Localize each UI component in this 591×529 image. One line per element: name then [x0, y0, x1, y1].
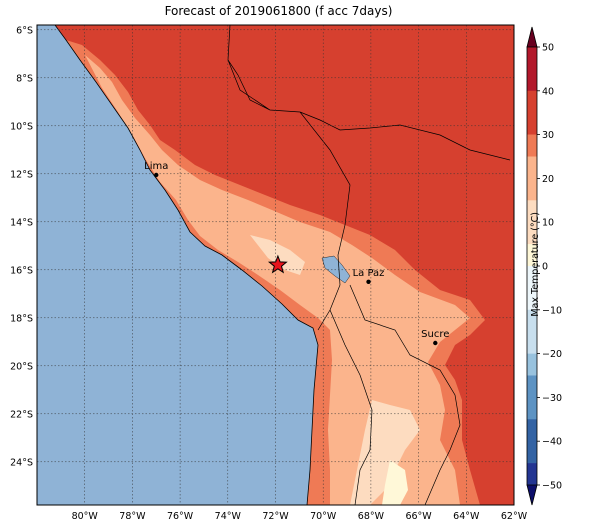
lat-tick-label: 22°S [10, 409, 33, 420]
colorbar-bin [527, 244, 537, 267]
temp-band-0-10 [250, 235, 305, 275]
city-label: Lima [144, 161, 168, 172]
colorbar-bin [527, 309, 537, 332]
colorbar-bin [527, 419, 537, 442]
lat-tick-label: 12°S [10, 169, 33, 180]
colorbar-bin [527, 178, 537, 201]
temp-band-0-10-south [350, 400, 420, 505]
map-panel: Lima La Paz Sucre [37, 25, 514, 505]
lat-tick-label: 16°S [10, 265, 33, 276]
map-title: Forecast of 2019061800 (f acc 7days) [164, 4, 393, 18]
colorbar-tick-label: 10 [542, 218, 554, 229]
coastline [54, 25, 319, 505]
colorbar-ticks: 50 40 30 20 10 0 −10 −20 −30 −40 −50 [537, 43, 562, 492]
colorbar-bin [527, 47, 537, 70]
lat-tick-label: 20°S [10, 361, 33, 372]
cities-layer: Lima La Paz Sucre [144, 161, 449, 346]
colorbar-tick-label: −20 [542, 349, 562, 360]
lon-tick-label: 72°W [262, 511, 289, 522]
colorbar-bin [527, 441, 537, 464]
colorbar-bin [527, 375, 537, 398]
lon-tick-label: 68°W [358, 511, 385, 522]
colorbar-tick-label: 0 [542, 262, 548, 273]
lat-axis: 6°S 8°S 10°S 12°S 14°S 16°S 18°S 20°S 22°S 24°S [10, 25, 33, 468]
lon-tick-label: 66°W [405, 511, 432, 522]
colorbar-bin [527, 222, 537, 245]
colorbar-bin [527, 134, 537, 157]
colorbar-tick-label: −30 [542, 393, 562, 404]
lat-tick-label: 6°S [16, 25, 33, 36]
city-dot [433, 340, 438, 346]
colorbar-tick-label: −50 [542, 481, 562, 492]
temp-band-10-20 [85, 55, 470, 505]
lon-tick-label: 76°W [167, 511, 194, 522]
temp-band-below-0-south [382, 460, 408, 505]
star-marker [267, 254, 288, 274]
country-borders [227, 25, 511, 505]
colorbar-extend-bottom [526, 484, 538, 506]
marker-layer [267, 254, 288, 274]
lake-titicaca [321, 255, 351, 284]
colorbar-tick-label: 50 [542, 43, 554, 54]
lat-tick-label: 18°S [10, 313, 33, 324]
colorbar-bin [527, 68, 537, 92]
lon-tick-label: 78°W [119, 511, 146, 522]
lon-tick-label: 80°W [72, 511, 99, 522]
colorbar-bin [527, 112, 537, 135]
colorbar [526, 26, 538, 506]
colorbar-tick-label: 20 [542, 174, 554, 185]
colorbar-bin [527, 353, 537, 376]
lon-tick-label: 62°W [501, 511, 528, 522]
lon-axis: 80°W 78°W 76°W 74°W 72°W 70°W 68°W 66°W 64°W 62°W [72, 511, 528, 522]
city-label: Sucre [421, 329, 449, 340]
colorbar-bin [527, 287, 537, 311]
colorbar-bin [527, 90, 537, 113]
colorbar-tick-label: 40 [542, 86, 554, 97]
lat-tick-label: 24°S [10, 457, 33, 468]
city-dot [366, 279, 371, 284]
colorbar-tick-label: −40 [542, 437, 562, 448]
city-label: La Paz [353, 268, 385, 279]
lon-tick-label: 70°W [310, 511, 337, 522]
colorbar-bin [527, 266, 537, 289]
colorbar-extend-top [526, 26, 538, 48]
lon-tick-label: 74°W [215, 511, 242, 522]
colorbar-bin [527, 200, 537, 223]
lat-tick-label: 10°S [10, 121, 33, 132]
lat-tick-label: 14°S [10, 217, 33, 228]
colorbar-tick-label: −10 [542, 305, 562, 316]
colorbar-tick-label: 30 [542, 130, 554, 141]
map-frame [36, 24, 515, 506]
colorbar-bin [527, 331, 537, 354]
colorbar-bin [527, 463, 537, 486]
lon-tick-label: 64°W [453, 511, 480, 522]
lat-tick-label: 8°S [16, 73, 33, 84]
colorbar-bin [527, 156, 537, 179]
colorbar-label: Max Temperature (°C) [530, 212, 541, 317]
city-dot [154, 172, 159, 178]
colorbar-bin [527, 397, 537, 420]
